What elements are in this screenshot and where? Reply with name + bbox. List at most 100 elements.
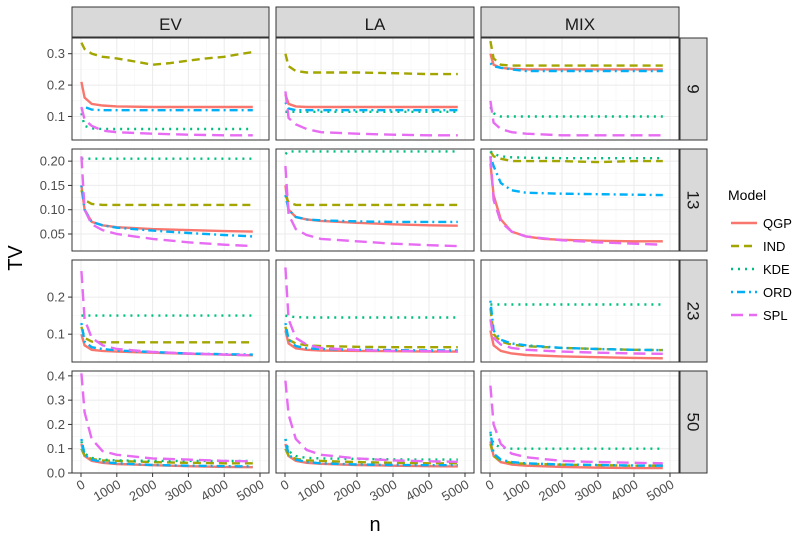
series-line-IND [489,40,663,67]
y-tick-label: 0.2 [47,417,65,432]
series-line-SPL [489,319,663,355]
x-axis-title: n [369,514,380,536]
y-tick-label: 0.20 [40,154,65,169]
series-line-SPL [489,156,663,246]
x-tick-label: 5000 [644,477,677,504]
series-line-ORD [489,62,663,73]
series-line-IND [80,326,253,344]
row-strip-50 [679,370,708,474]
panel-border [275,370,475,474]
legend-label: QGP [763,216,792,231]
series-line-ORD [80,105,253,112]
panel-LA-50 [275,370,475,474]
x-tick-label: 4000 [198,477,231,504]
series-line-IND [80,189,253,207]
series-line-KDE [284,438,458,461]
y-tick-label: 0.10 [40,202,65,217]
series-line-KDE [284,150,458,155]
series-line-ORD [284,194,458,224]
x-tick-label: 2000 [331,477,364,504]
series-line-IND [80,448,253,465]
y-tick-label: 0.05 [40,227,65,242]
row-strip-label: 50 [684,413,703,432]
series-line-QGP [489,163,663,243]
x-tick-label: 2000 [127,477,160,504]
series-line-SPL [284,267,458,353]
panel-EV-50 [71,370,270,474]
legend-item-ORD: ORD [731,285,792,300]
x-tick-label: 1000 [295,477,328,504]
series-line-IND [489,443,663,467]
row-strip-label: 13 [684,191,703,210]
row-strip-label: 9 [684,84,703,93]
series-line-IND [489,150,663,164]
series-line-ORD [489,431,663,467]
column-strip-MIX [480,6,680,38]
y-tick-label: 0.1 [47,109,65,124]
series-line-ORD [80,438,253,468]
series-line-SPL [80,271,253,357]
panel-border [480,148,680,252]
x-tick-label: 1000 [500,477,533,504]
column-strip-label: LA [365,15,386,34]
legend-item-SPL: SPL [731,308,788,323]
y-tick-label: 0.4 [47,368,65,383]
column-strip-label: EV [159,15,182,34]
legend-item-IND: IND [731,239,785,254]
series-line-SPL [284,165,458,248]
row-strip-label: 23 [684,302,703,321]
x-tick-label: 0 [74,477,88,494]
legend-item-KDE: KDE [731,262,790,277]
y-tick-label: 0.3 [47,393,65,408]
series-line-QGP [284,330,458,353]
panel-MIX-50 [480,370,680,474]
series-line-SPL [284,91,458,137]
legend-item-QGP: QGP [731,216,792,231]
x-tick-label: 3000 [572,477,605,504]
series-line-IND [284,194,458,207]
panel-border [275,259,475,363]
x-tick-label: 4000 [403,477,436,504]
panel-border [480,37,680,141]
y-tick-label: 0.0 [47,466,65,481]
panel-MIX-13 [480,148,680,252]
series-line-ORD [489,300,663,352]
series-line-IND [284,448,458,465]
x-tick-label: 4000 [608,477,641,504]
legend-label: KDE [763,262,790,277]
y-tick-label: 0.1 [47,327,65,342]
x-tick-label: 3000 [162,477,195,504]
panel-LA-9 [275,37,475,141]
series-line-IND [80,42,253,66]
panel-border [71,37,270,141]
panel-LA-13 [275,148,475,252]
y-axis-title: TV [5,245,27,271]
series-line-KDE [80,113,253,131]
panel-MIX-9 [480,37,680,141]
column-strip-label: MIX [565,15,595,34]
y-tick-label: 0.2 [47,290,65,305]
column-strip-EV [71,6,270,38]
series-line-KDE [285,314,458,319]
series-line-QGP [489,330,663,360]
x-tick-label: 5000 [234,477,267,504]
y-tick-label: 0.1 [47,441,65,456]
y-tick-label: 0.2 [47,78,65,93]
x-tick-label: 5000 [439,477,472,504]
series-line-SPL [80,156,253,248]
series-line-QGP [284,94,458,109]
series-line-ORD [489,155,663,197]
x-tick-label: 3000 [367,477,400,504]
panel-border [480,259,680,363]
series-line-SPL [284,380,458,463]
panel-border [480,370,680,474]
row-strip-23 [679,259,708,363]
series-line-SPL [489,100,663,137]
x-tick-label: 2000 [536,477,569,504]
x-tick-label: 0 [278,477,292,494]
legend-label: IND [763,239,785,254]
x-tick-label: 0 [483,477,497,494]
panel-border [275,148,475,252]
panel-border [275,37,475,141]
